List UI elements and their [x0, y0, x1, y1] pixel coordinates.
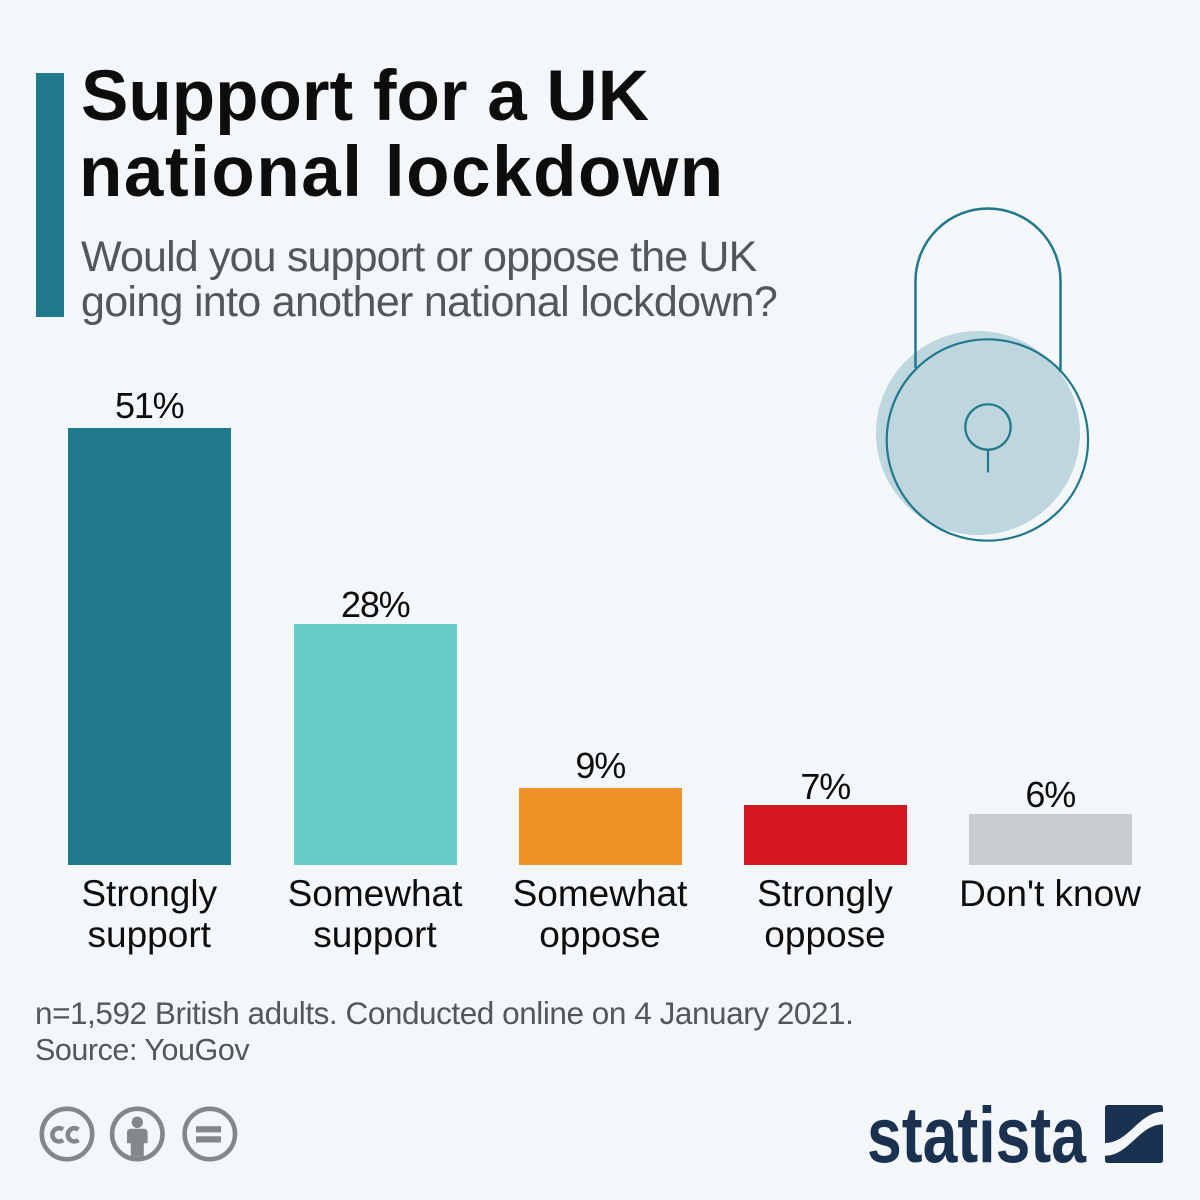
svg-text:statista: statista: [867, 1090, 1087, 1170]
